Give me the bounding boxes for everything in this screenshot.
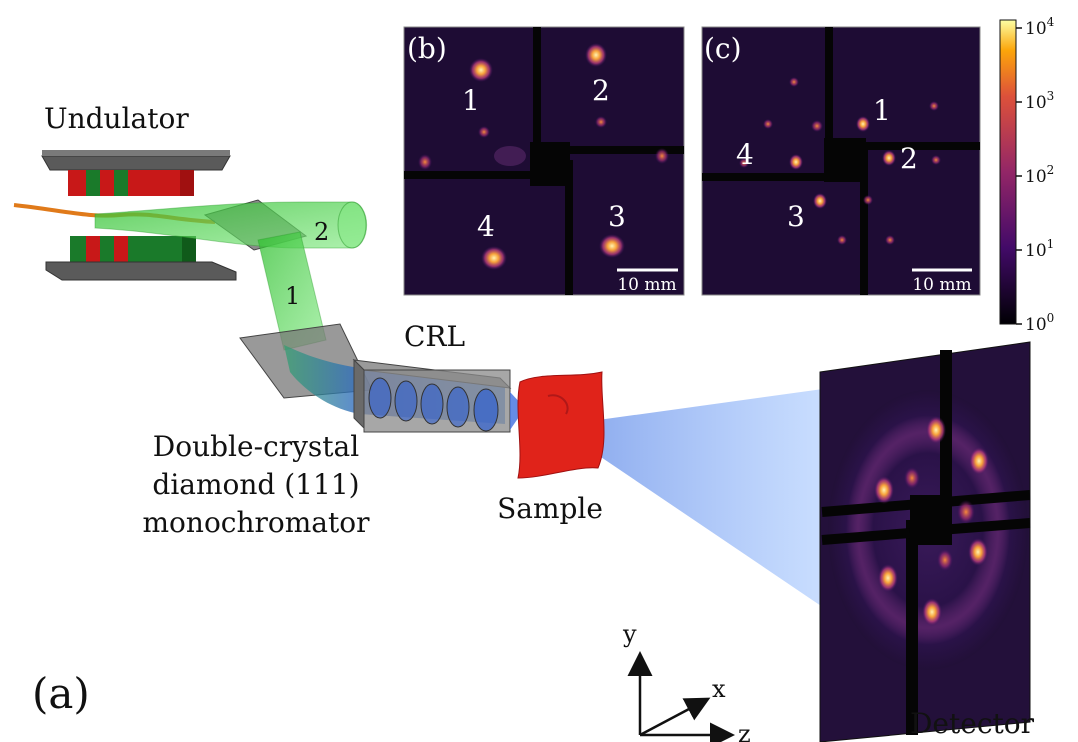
crl bbox=[352, 358, 525, 433]
panel-b-spot-3: 3 bbox=[608, 200, 626, 233]
colorbar-tick-label: 104 bbox=[1025, 15, 1055, 39]
crl-label: CRL bbox=[404, 320, 465, 353]
undulator-label: Undulator bbox=[44, 102, 189, 135]
scattered-beam-cone bbox=[555, 388, 830, 612]
axis-y-label: y bbox=[622, 620, 637, 648]
panel-c-spot-1: 1 bbox=[873, 94, 891, 127]
monochromator-label-line3: monochromator bbox=[143, 506, 371, 539]
colorbar-tick-label: 103 bbox=[1025, 89, 1054, 113]
colorbar-tick-exponent: 0 bbox=[1047, 311, 1055, 325]
beam-1-label: 1 bbox=[285, 282, 300, 310]
panel-a-label: (a) bbox=[32, 669, 90, 718]
detector bbox=[819, 341, 1031, 742]
colorbar-tick-exponent: 1 bbox=[1047, 237, 1055, 251]
panel-b: (b) 1 2 3 4 10 mm bbox=[403, 26, 685, 296]
panel-b-spot-1: 1 bbox=[462, 84, 480, 117]
sample bbox=[517, 371, 605, 479]
panel-c-spot-3: 3 bbox=[787, 200, 805, 233]
colorbar-tick-exponent: 4 bbox=[1047, 15, 1055, 29]
axis-z-label: z bbox=[738, 720, 751, 742]
panel-b-tag: (b) bbox=[407, 32, 447, 65]
sample-label: Sample bbox=[497, 492, 603, 525]
panel-c-spot-2: 2 bbox=[900, 142, 918, 175]
colorbar-tick-label: 100 bbox=[1025, 311, 1054, 335]
colorbar-tick-exponent: 2 bbox=[1047, 163, 1055, 177]
undulator-top-magnets bbox=[68, 170, 194, 196]
detector-label: Detector bbox=[910, 707, 1035, 740]
beam-2-label: 2 bbox=[314, 218, 329, 246]
monochromator-label-line2: diamond (111) bbox=[152, 468, 359, 501]
panel-c-spot-4: 4 bbox=[736, 138, 754, 171]
crl-lenses bbox=[368, 377, 499, 432]
panel-c-tag: (c) bbox=[704, 32, 742, 65]
colorbar-tick-label: 102 bbox=[1025, 163, 1054, 187]
detector-spots bbox=[874, 416, 989, 626]
panel-b-spot-2: 2 bbox=[592, 74, 610, 107]
axis-x-label: x bbox=[712, 675, 726, 703]
panel-c-scalebar-label: 10 mm bbox=[912, 275, 971, 295]
colorbar-tick-exponent: 3 bbox=[1047, 89, 1055, 103]
panel-b-scalebar-label: 10 mm bbox=[617, 275, 676, 295]
panel-b-spot-4: 4 bbox=[477, 210, 495, 243]
colorbar-tick-label: 101 bbox=[1025, 237, 1054, 261]
panel-c: (c) 1 2 3 4 10 mm bbox=[701, 26, 981, 296]
coordinate-axes: y x z bbox=[622, 620, 751, 742]
undulator-bottom-magnets bbox=[70, 236, 196, 266]
monochromator-label-line1: Double-crystal bbox=[153, 430, 359, 463]
